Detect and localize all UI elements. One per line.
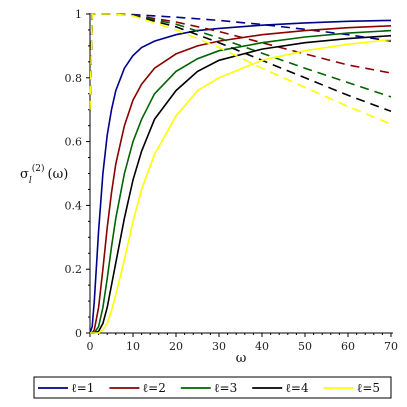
legend-items: ℓ=1 ℓ=2 ℓ=3 ℓ=4 ℓ=5 xyxy=(38,381,380,395)
y-tick-label: 0.4 xyxy=(65,199,83,212)
legend-label-2: ℓ=2 xyxy=(142,381,165,395)
x-tick-label: 50 xyxy=(298,340,312,353)
series-2-solid-line xyxy=(90,25,392,334)
x-tick-label: 70 xyxy=(384,340,398,353)
plot-area: 0 0.2 0.4 0.6 0.8 1 0 10 20 30 40 50 60 70 xyxy=(65,8,399,353)
y-axis-label-sub: l xyxy=(29,176,32,186)
series-4-solid-line xyxy=(90,34,392,334)
y-tick-label: 1 xyxy=(75,8,82,21)
x-tick-label: 10 xyxy=(126,340,140,353)
y-tick-label: 0.2 xyxy=(65,263,83,276)
y-tick-label: 0 xyxy=(75,327,82,340)
x-tick-label: 40 xyxy=(255,340,269,353)
legend-label-3: ℓ=3 xyxy=(214,381,237,395)
legend-label-4: ℓ=4 xyxy=(285,381,309,395)
y-axis-label-main: σ xyxy=(20,167,29,182)
curves xyxy=(89,13,392,334)
y-axis-label: σl(2) (ω) xyxy=(20,163,68,186)
y-ticks: 0 0.2 0.4 0.6 0.8 1 xyxy=(65,8,90,340)
y-tick-label: 0.6 xyxy=(65,136,83,149)
x-tick-label: 30 xyxy=(212,340,226,353)
series-5-solid-line xyxy=(90,38,392,334)
x-ticks: 0 10 20 30 40 50 60 70 xyxy=(87,333,398,353)
series-1-solid-line xyxy=(89,19,392,334)
legend-box xyxy=(33,376,392,399)
series-3-solid-line xyxy=(90,29,392,334)
x-axis-label: ω xyxy=(236,351,247,366)
legend: ℓ=1 ℓ=2 ℓ=3 ℓ=4 ℓ=5 xyxy=(33,376,392,399)
legend-label-5: ℓ=5 xyxy=(357,381,380,395)
legend-label-1: ℓ=1 xyxy=(71,381,94,395)
y-axis-label-arg: (ω) xyxy=(48,167,69,182)
x-tick-label: 60 xyxy=(341,340,355,353)
y-axis-label-sup: (2) xyxy=(32,163,45,174)
y-tick-label: 0.8 xyxy=(65,72,83,85)
x-tick-label: 0 xyxy=(87,340,94,353)
x-tick-label: 20 xyxy=(169,340,183,353)
series-5-dashed-line xyxy=(89,13,392,125)
